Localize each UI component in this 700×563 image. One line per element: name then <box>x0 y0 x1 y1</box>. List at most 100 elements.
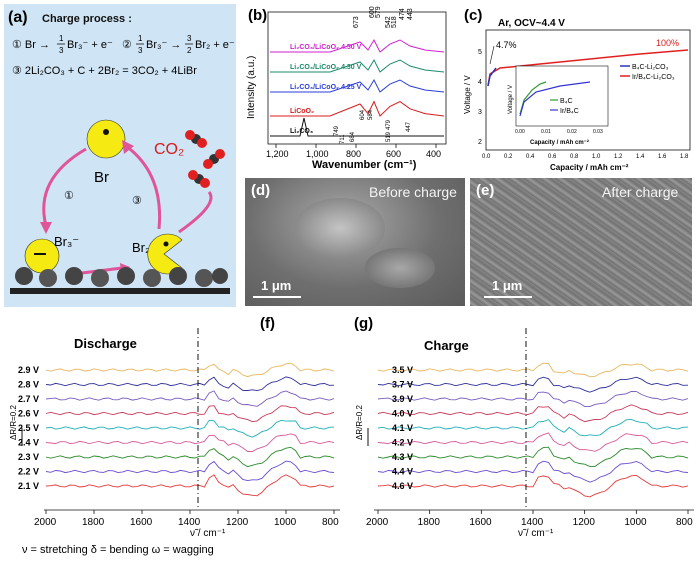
vibration-footnote: ν = stretching δ = bending ω = wagging <box>22 544 214 556</box>
equation-2-mid: Br₃⁻ → <box>146 39 181 51</box>
voltage-xtick-label: 1.6 <box>658 154 667 160</box>
scale-bar-d <box>253 296 301 298</box>
panel-g: (g) Charge ΔR/R=0.2 3.5 V 3.7 V 3.9 V 4.0 V… <box>352 310 698 558</box>
ir-spectrum-line <box>377 376 689 393</box>
raman-plot-frame <box>267 11 447 145</box>
scale-bar-e <box>484 296 532 298</box>
raman-peak-bottom: 447 <box>406 121 412 132</box>
ir-voltage-label: 4.6 V <box>392 481 413 491</box>
inset-xtick-label: 0.01 <box>541 129 551 135</box>
ir-voltage-label: 3.9 V <box>392 394 413 404</box>
ir-xtick-label: 1600 <box>130 517 153 528</box>
step-3-arrow <box>178 191 213 234</box>
ir-voltage-label: 2.5 V <box>18 423 39 433</box>
ir-xtick-label: 1400 <box>178 517 201 528</box>
ir-spectrum-line <box>45 405 335 423</box>
ir-voltage-label: 4.1 V <box>392 423 413 433</box>
ir-spectrum-line <box>377 432 689 452</box>
raman-peak-top: 600 <box>369 6 376 18</box>
voltage-legend: B₄C-Li₂CO₃ Ir/B₄C-Li₂CO₃ <box>620 64 675 81</box>
fraction-1-den: 3 <box>59 46 64 55</box>
b4c-curve <box>487 67 497 87</box>
voltage-xlabel: Capacity / mAh cm⁻² <box>550 163 629 172</box>
raman-peak-bottom: 684 <box>350 131 356 142</box>
ir-xtick-label: 1800 <box>82 517 105 528</box>
co2-molecule-icon <box>185 130 225 188</box>
panel-c-label: (c) <box>464 7 482 24</box>
equation-1-end: Br₃⁻ + e⁻ <box>67 39 113 51</box>
inset-xtick-label: 0.02 <box>567 129 577 135</box>
ir-xtick-label: 1200 <box>226 517 249 528</box>
ir-voltage-label: 2.7 V <box>18 394 39 404</box>
voltage-xtick-label: 0.6 <box>548 154 557 160</box>
voltage-xtick-label: 1.0 <box>592 154 601 160</box>
ir-xtick-label: 1200 <box>573 517 596 528</box>
fraction-1-num: 1 <box>59 34 64 43</box>
raman-xtick-label: 1,200 <box>266 149 289 159</box>
panel-c-title: Ar, OCV~4.4 V <box>498 18 565 29</box>
raman-peak-bottom: 604 <box>360 109 366 120</box>
raman-xtick-label: 400 <box>426 149 441 159</box>
ir-voltage-label: 2.9 V <box>18 365 39 375</box>
after-charge-note: After charge <box>602 184 679 200</box>
br2-label: Br₂ <box>132 240 150 255</box>
ir-spectrum-line <box>45 474 335 497</box>
panel-c: (c) Ar, OCV~4.4 V Voltage / V Capacity /… <box>460 4 696 174</box>
raman-peak-bottom: 711 <box>340 134 346 144</box>
voltage-ytick-label: 2 <box>478 139 482 146</box>
ir-xtick-label: 800 <box>322 517 339 528</box>
raman-xtick-label: 600 <box>386 149 401 159</box>
raman-peak-bottom: 749 <box>334 125 340 136</box>
equation-2-end: Br₂ + e⁻ <box>195 39 235 51</box>
discharge-title: Discharge <box>74 336 137 351</box>
raman-series-line <box>270 38 445 53</box>
voltage-xtick-label: 0.0 <box>482 154 491 160</box>
fraction-3-den: 2 <box>187 46 192 55</box>
inset-xtick-label: 0.03 <box>593 129 603 135</box>
equation-2-start: ② <box>122 39 132 51</box>
step-1-arrow <box>42 147 87 227</box>
voltage-plot-frame <box>485 29 691 151</box>
panel-d-label: (d) <box>251 182 271 199</box>
raman-peak-top: 443 <box>407 8 414 20</box>
panel-g-label: (g) <box>354 315 373 332</box>
ir-voltage-label: 3.7 V <box>392 380 413 390</box>
raman-series-line <box>270 117 444 137</box>
ir-spectrum-line <box>377 362 689 378</box>
ir-xtick-label: 2000 <box>366 517 389 528</box>
br-label: Br <box>94 169 109 186</box>
ir-voltage-label: 2.6 V <box>18 409 39 419</box>
ir-spectrum-line <box>377 474 689 498</box>
equation-3: ③ 2Li₂CO₃ + C + 2Br₂ = 3CO₂ + 4LiBr <box>12 65 197 77</box>
raman-ylabel: Intensity (a.u.) <box>246 56 257 119</box>
raman-peak-top: 673 <box>353 16 360 28</box>
ir-voltage-label: 4.4 V <box>392 467 413 477</box>
raman-peak-bottom: 479 <box>386 119 392 130</box>
ir-spectrum-line <box>377 404 689 423</box>
inset-ylabel: Voltage / V <box>508 85 514 114</box>
ir-spectrum-line <box>45 446 335 468</box>
step-1-label: ① <box>64 190 74 202</box>
ir-xtick-label: 1600 <box>469 517 492 528</box>
inset-ir-curve <box>519 81 591 117</box>
raman-series-line <box>270 78 445 93</box>
voltage-chart: (c) Ar, OCV~4.4 V Voltage / V Capacity /… <box>463 7 691 172</box>
raman-xlabel: Wavenumber (cm⁻¹) <box>312 159 417 171</box>
raman-peak-top: 474 <box>399 8 406 20</box>
raman-xtick-label: 1,000 <box>306 149 329 159</box>
charge-ylabel: ΔR/R=0.2 <box>355 405 364 440</box>
fraction-2-num: 1 <box>138 34 143 43</box>
voltage-ytick-label: 3 <box>478 109 482 116</box>
raman-xtick-label: 800 <box>346 149 361 159</box>
before-charge-note: Before charge <box>369 184 457 200</box>
ir-b4c-curve <box>487 49 689 87</box>
discharge-ir-chart: (f) Discharge ΔR/R=0.2 2.9 V 2.8 V 2.7 V 2.… <box>9 315 340 556</box>
ir-xtick-label: 1000 <box>274 517 297 528</box>
ir-voltage-label: 2.1 V <box>18 481 39 491</box>
raman-peak-top: 542 <box>385 16 392 28</box>
panel-a-label: (a) <box>8 9 28 26</box>
voltage-xtick-label: 0.2 <box>504 154 513 160</box>
fraction-3-num: 3 <box>187 34 192 43</box>
ir-voltage-label: 2.4 V <box>18 438 39 448</box>
voltage-xtick-label: 1.4 <box>636 154 645 160</box>
